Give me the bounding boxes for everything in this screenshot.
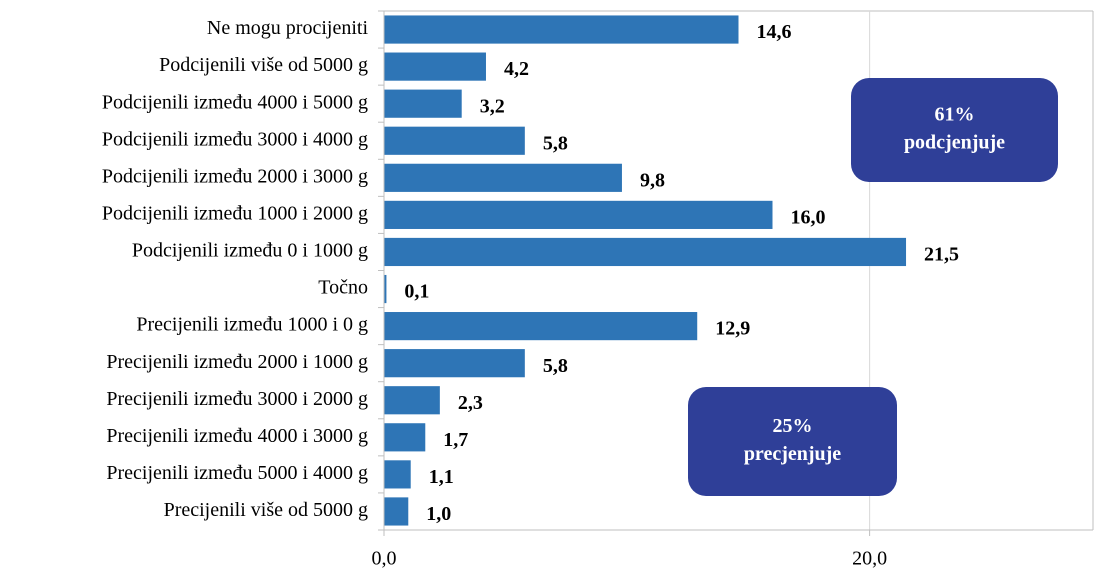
value-label: 12,9 (715, 318, 750, 340)
bar (384, 423, 426, 452)
value-label: 1,7 (443, 429, 468, 451)
y-tick-label: Podcijenili između 4000 i 5000 g (102, 91, 368, 113)
y-tick-label: Precijenili između 2000 i 1000 g (106, 351, 368, 373)
bar (384, 274, 387, 304)
y-tick-label: Točno (318, 277, 368, 299)
y-tick-label: Precijenili između 4000 i 3000 g (106, 425, 368, 447)
annotation-text: 61% (935, 104, 975, 126)
value-label: 5,8 (543, 355, 568, 377)
bar (384, 15, 739, 44)
y-tick-label: Podcijenili više od 5000 g (159, 54, 368, 76)
bar (384, 200, 773, 229)
value-label: 4,2 (504, 58, 529, 80)
annotation-text: precjenjuje (744, 443, 841, 465)
value-label: 21,5 (924, 244, 959, 266)
y-tick-label: Podcijenili između 1000 i 2000 g (102, 202, 368, 224)
annotation-text: podcjenjuje (904, 132, 1005, 154)
x-tick-label: 0,0 (372, 548, 397, 570)
value-label: 1,0 (426, 503, 451, 525)
value-label: 9,8 (640, 169, 665, 191)
bar (384, 460, 411, 489)
bar (384, 52, 486, 81)
y-tick-label: Precijenili između 3000 i 2000 g (106, 388, 368, 410)
y-tick-label: Podcijenili između 3000 i 4000 g (102, 128, 368, 150)
annotation-text: 25% (773, 415, 813, 437)
value-label: 14,6 (757, 21, 792, 43)
value-label: 3,2 (480, 95, 505, 117)
bar (384, 126, 525, 155)
annotation-box (688, 387, 897, 496)
y-tick-label: Precijenili više od 5000 g (164, 499, 368, 521)
value-label: 2,3 (458, 392, 483, 414)
bar (384, 237, 907, 267)
bar (384, 89, 462, 118)
y-tick-label: Podcijenili između 0 i 1000 g (132, 240, 368, 262)
value-label: 16,0 (790, 206, 825, 228)
bar (384, 386, 440, 415)
annotation-box (851, 78, 1058, 182)
bar (384, 163, 622, 192)
y-tick-label: Precijenili između 1000 i 0 g (136, 314, 368, 336)
y-tick-label: Precijenili između 5000 i 4000 g (106, 462, 368, 484)
y-tick-label: Ne mogu procijeniti (207, 17, 369, 39)
value-label: 0,1 (404, 281, 429, 303)
bar (384, 312, 698, 341)
bar (384, 349, 525, 378)
y-tick-label: Podcijenili između 2000 i 3000 g (102, 165, 368, 187)
value-label: 1,1 (429, 466, 454, 488)
x-tick-label: 20,0 (852, 548, 887, 570)
value-label: 5,8 (543, 132, 568, 154)
bar (384, 497, 409, 526)
